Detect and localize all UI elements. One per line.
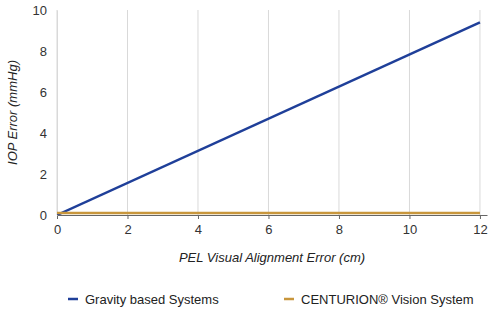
series-line [57,22,480,215]
grid-line [409,10,410,215]
x-tick: 0 [54,215,61,237]
x-tick: 2 [124,215,131,237]
y-tick-label: 10 [33,3,47,18]
x-tick: 8 [336,215,343,237]
x-tick-mark [339,215,340,219]
x-tick: 6 [265,215,272,237]
x-tick-mark [57,215,58,219]
legend-label: Gravity based Systems [85,292,219,307]
y-axis: 0 2 4 6 8 10 [33,3,58,223]
x-tick-mark [268,215,269,219]
y-axis-title: IOP Error (mmHg) [5,60,20,165]
chart: 0 2 4 6 8 10 12 0 2 4 6 8 10 PEL Visual Alignment Err… [0,0,498,323]
legend-swatch [284,298,294,301]
x-tick: 10 [403,215,417,237]
grid-line [479,10,480,215]
x-tick-label: 4 [195,222,202,237]
x-axis-title: PEL Visual Alignment Error (cm) [179,250,365,265]
y-tick: 6 [40,85,57,100]
x-tick-label: 6 [265,222,272,237]
legend-label: CENTURION® Vision System [301,292,474,307]
y-tick: 2 [40,167,57,182]
x-tick: 12 [473,215,487,237]
y-tick: 4 [40,126,57,141]
y-tick-label: 0 [40,208,47,223]
x-tick-mark [127,215,128,219]
y-tick: 0 [40,208,57,223]
legend-swatch [68,298,78,301]
y-tick-label: 2 [40,167,47,182]
x-tick-label: 10 [403,222,417,237]
grid-line [268,10,269,215]
legend: Gravity based Systems CENTURION® Vision S… [68,292,474,307]
y-tick: 8 [40,44,57,59]
x-tick-label: 8 [336,222,343,237]
plot-area [57,22,480,215]
x-tick-mark [409,215,410,219]
grid-line [57,10,58,215]
y-tick-label: 6 [40,85,47,100]
x-tick-label: 0 [54,222,61,237]
y-tick-label: 4 [40,126,47,141]
y-tick: 10 [33,3,57,18]
x-axis: 0 2 4 6 8 10 12 [54,215,488,237]
y-tick-label: 8 [40,44,47,59]
x-tick-label: 12 [473,222,487,237]
x-tick: 4 [195,215,202,237]
grid-line [197,10,198,215]
x-tick-mark [480,215,481,219]
series-line [57,212,480,215]
grid-line [338,10,339,215]
x-tick-label: 2 [124,222,131,237]
x-tick-mark [198,215,199,219]
x-axis-line [58,215,488,216]
y-axis-line [57,11,58,216]
grid [57,10,480,215]
